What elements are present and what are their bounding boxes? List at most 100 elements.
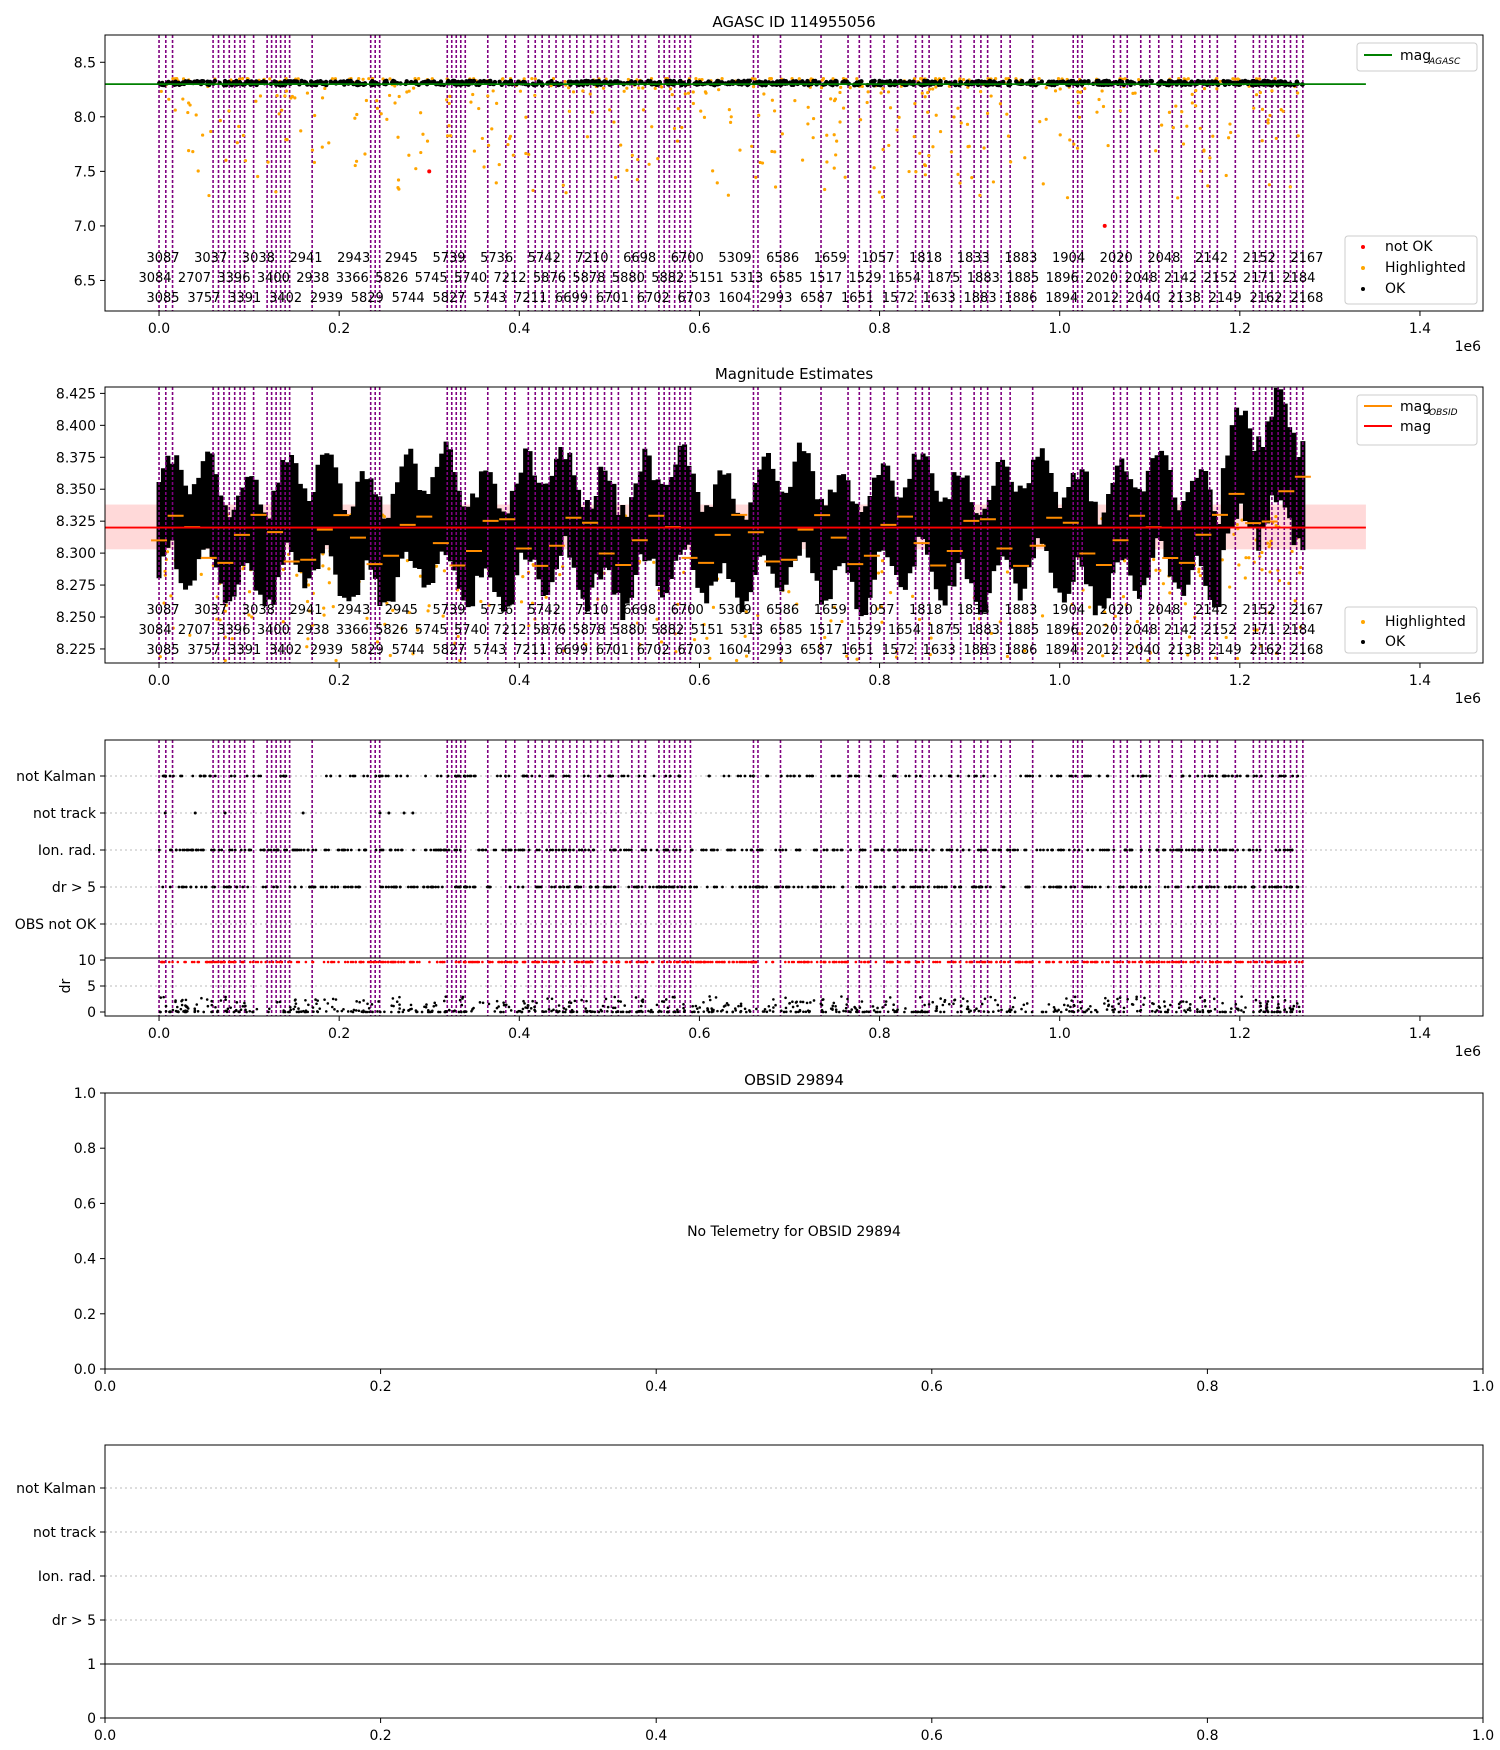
flag-point [402, 811, 406, 815]
highlighted-point [652, 560, 656, 564]
highlighted-point [625, 168, 629, 172]
highlighted-point [1113, 614, 1117, 618]
dr-point [180, 1003, 184, 1007]
dr-point [1244, 1006, 1247, 1009]
dr-threshold-point [660, 960, 664, 964]
flag-point [535, 848, 539, 852]
highlighted-point [757, 113, 761, 117]
highlighted-point [448, 94, 452, 98]
highlighted-point [1198, 126, 1202, 130]
flag-point [567, 848, 571, 852]
flag-point [591, 848, 595, 852]
flag-point [832, 885, 836, 889]
dr-threshold-point [346, 960, 350, 964]
highlighted-point [1068, 138, 1072, 142]
dr-point [935, 1007, 938, 1010]
flag-point [539, 885, 543, 889]
flag-point [525, 774, 529, 778]
dr-threshold-point [1260, 960, 1264, 964]
flag-point [826, 885, 830, 889]
flag-point [664, 885, 668, 889]
flag-point [976, 848, 980, 852]
flag-point [394, 848, 397, 852]
highlighted-point [241, 133, 245, 138]
flag-point [406, 774, 409, 778]
flag-point [468, 774, 472, 778]
flag-point [668, 774, 672, 778]
dr-point [470, 1009, 473, 1013]
flag-point [1062, 848, 1065, 852]
dr-threshold-point [1059, 960, 1063, 964]
flag-point [914, 774, 918, 778]
highlighted-point [780, 132, 784, 136]
flag-point [356, 885, 360, 889]
obsid-label: 1886 [1004, 643, 1037, 658]
flag-point [774, 848, 778, 852]
dr-point [425, 1003, 428, 1006]
highlighted-point [472, 149, 477, 153]
ok-point [450, 78, 455, 84]
dr-point [1073, 1004, 1076, 1008]
highlighted-point [571, 90, 576, 94]
dr-threshold-point [418, 960, 421, 964]
flag-point [233, 848, 237, 852]
obsid-label: 6700 [671, 603, 704, 618]
dr-point [831, 1007, 834, 1010]
ok-point [974, 79, 979, 84]
highlighted-point [1106, 143, 1110, 148]
highlighted-point [1065, 196, 1070, 200]
dr-point [903, 1010, 906, 1014]
highlighted-point [321, 564, 325, 568]
dr-threshold-point [1204, 960, 1207, 964]
dr-threshold-point [1219, 960, 1222, 964]
highlighted-point [1214, 656, 1218, 660]
dr-threshold-point [1288, 960, 1291, 964]
highlighted-point [825, 160, 829, 164]
flag-point [447, 848, 451, 852]
dr-point [567, 1005, 571, 1008]
highlighted-point [699, 109, 703, 113]
highlighted-point [744, 610, 748, 614]
dr-point [297, 1010, 301, 1013]
obsid-label: 6586 [766, 603, 799, 618]
flag-point [580, 848, 584, 852]
flag-point [333, 885, 337, 889]
flag-point [693, 885, 696, 889]
obsid-label: 2138 [1168, 643, 1201, 658]
flag-point [892, 885, 895, 889]
dr-threshold-point [958, 960, 962, 964]
flag-point [625, 848, 628, 852]
dr-point [1271, 995, 1275, 999]
dr-threshold-point [610, 960, 614, 964]
flag-point [786, 774, 789, 778]
obsid-label: 6701 [596, 643, 629, 658]
highlighted-point [793, 99, 797, 103]
dr-point [1013, 996, 1017, 1000]
dr-point [977, 1009, 981, 1013]
dr-threshold-point [1107, 960, 1110, 964]
flag-point [1275, 885, 1279, 889]
dr-threshold-point [981, 960, 984, 964]
highlighted-point [201, 133, 205, 137]
flag-point [1106, 885, 1110, 889]
highlighted-point [636, 157, 640, 162]
obsid-label: 2012 [1086, 291, 1119, 306]
dr-threshold-point [295, 960, 299, 964]
dr-point [507, 1005, 511, 1009]
ok-point [318, 78, 323, 84]
flag-label: not Kalman [16, 769, 96, 785]
highlighted-point [1190, 92, 1194, 96]
flag-point [492, 848, 496, 852]
obsid-label: 2142 [1195, 251, 1228, 266]
dr-point [725, 1010, 729, 1014]
dr-point [481, 1001, 485, 1005]
dr-point [597, 1010, 601, 1014]
x-tick-label: 1.4 [1409, 321, 1431, 337]
flag-point [399, 774, 403, 778]
flag-point [1056, 885, 1060, 889]
dr-point [706, 1007, 710, 1011]
flag-point [429, 848, 433, 852]
highlighted-point [1044, 117, 1048, 121]
dr-point [1089, 1010, 1093, 1014]
highlighted-point [327, 567, 331, 571]
